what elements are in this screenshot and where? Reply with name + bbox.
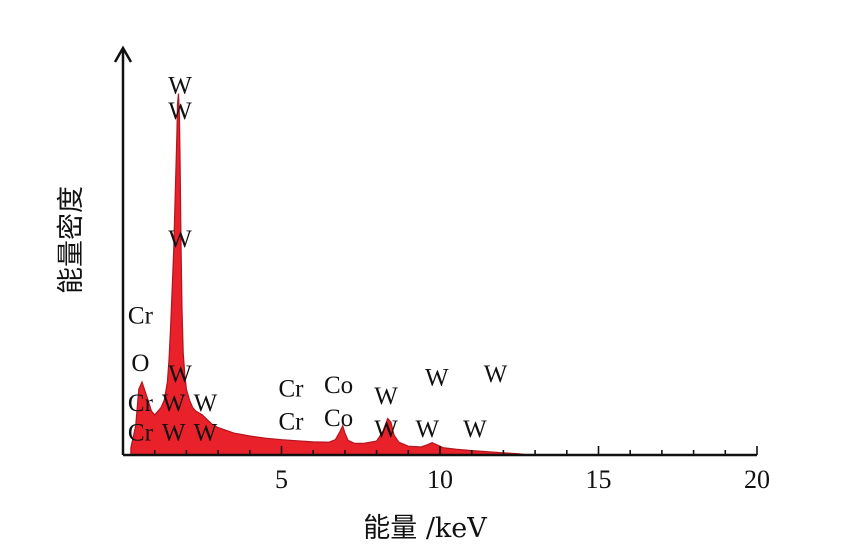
peak-label-18: Co — [324, 405, 353, 432]
x-axis-title: 能量 /keV — [363, 513, 487, 544]
peak-label-2: W — [168, 226, 192, 253]
peak-label-5: W — [168, 361, 192, 388]
peak-label-3: Cr — [128, 303, 154, 330]
spectrum-area-series-0 — [130, 93, 529, 456]
x-tick-label-10: 10 — [427, 465, 453, 494]
peak-label-19: W — [374, 416, 398, 443]
x-tick-label-15: 15 — [586, 465, 612, 494]
y-axis-title: 能量密度 — [56, 186, 87, 294]
spectrum-area-layer — [130, 93, 529, 456]
peak-label-15: W — [425, 365, 449, 392]
x-axis-tick-labels: 5 10 15 20 — [275, 465, 770, 494]
peak-label-13: Co — [324, 372, 353, 399]
peak-label-4: O — [131, 350, 149, 377]
peak-label-10: W — [162, 419, 186, 446]
peak-label-20: W — [415, 416, 439, 443]
peak-label-14: W — [374, 383, 398, 410]
x-tick-label-5: 5 — [275, 465, 288, 494]
peak-label-9: Cr — [128, 419, 154, 446]
peak-label-6: Cr — [128, 390, 154, 417]
peak-label-17: Cr — [279, 408, 305, 435]
peak-label-7: W — [162, 390, 186, 417]
peak-label-8: W — [194, 390, 218, 417]
x-axis-ticks — [153, 446, 758, 455]
peak-label-21: W — [463, 416, 487, 443]
peak-label-11: W — [194, 419, 218, 446]
peak-label-16: W — [484, 361, 508, 388]
y-axis-arrow-icon — [113, 45, 133, 63]
peak-label-12: Cr — [279, 376, 305, 403]
peak-label-1: W — [168, 98, 192, 125]
peak-label-0: W — [168, 73, 192, 100]
x-tick-label-20: 20 — [744, 465, 770, 494]
